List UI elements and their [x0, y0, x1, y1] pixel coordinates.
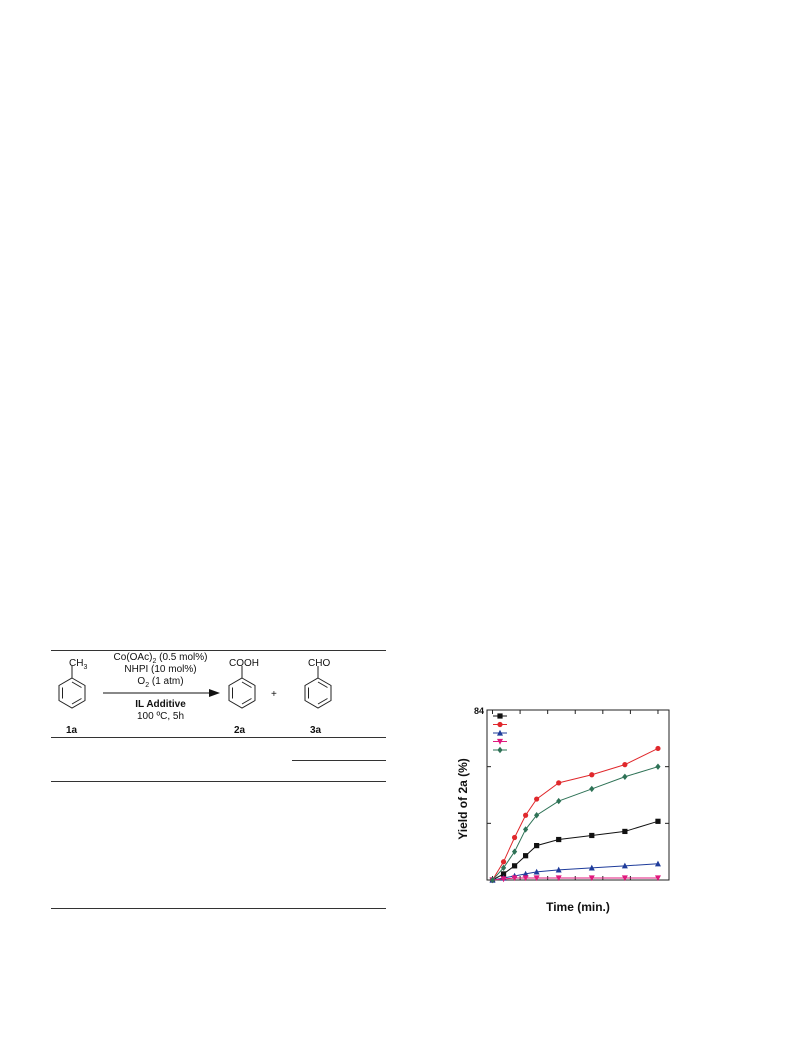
- legend-marker: [497, 729, 503, 736]
- series-3-point: [533, 868, 540, 875]
- x-axis-title: Time (min.): [546, 900, 610, 914]
- condition-nhpi: NHPI (10 mol%): [124, 664, 197, 675]
- legend-marker: [497, 721, 503, 728]
- series-4-point: [511, 875, 518, 882]
- legend-entry-4: [493, 738, 507, 745]
- condition-additive: IL Additive: [135, 699, 186, 710]
- reactant-substituent: CH3: [69, 658, 88, 671]
- product1-substituent: COOH: [229, 658, 259, 669]
- series-3-point: [555, 866, 562, 873]
- series-2-point: [622, 762, 628, 768]
- series-4-point: [555, 875, 562, 882]
- series-1-point: [589, 832, 595, 839]
- reactant-label: 1a: [66, 725, 78, 736]
- legend: [493, 713, 507, 754]
- series-2: [489, 745, 661, 883]
- series-3-point: [588, 864, 595, 871]
- legend-marker: [497, 713, 503, 719]
- series-3-point: [654, 860, 661, 867]
- benzaldehyde-ring: [304, 666, 332, 709]
- reaction-scheme: CH3 1a Co(OAc)2 (0.5 mol%) NHPI (10 mol%…: [51, 652, 386, 738]
- series-1-point: [556, 836, 562, 843]
- product2-substituent: CHO: [308, 658, 331, 669]
- table-body-rule: [51, 781, 386, 782]
- product2-label: 3a: [310, 725, 322, 736]
- legend-entry-5: [493, 746, 507, 754]
- series-1-point: [500, 871, 507, 877]
- axis-ticks: [487, 709, 669, 881]
- condition-temperature: 100 ºC, 5h: [136, 711, 185, 722]
- table-bottom-rule: [51, 908, 386, 909]
- series-2-point: [534, 796, 540, 802]
- series-3-point: [621, 862, 628, 869]
- product1-label: 2a: [234, 725, 246, 736]
- series-4: [489, 875, 661, 884]
- legend-entry-1: [493, 713, 507, 719]
- series-5-point: [489, 876, 496, 884]
- series-5-point: [622, 773, 628, 780]
- table-top-rule: [51, 650, 386, 651]
- series-4-point: [588, 875, 595, 882]
- series-2-line: [492, 748, 659, 881]
- y-tick-label-84: 84: [474, 706, 484, 716]
- condition-oxygen: O2 (1 atm): [137, 676, 184, 689]
- legend-entry-3: [493, 729, 507, 736]
- series-2-point: [511, 834, 518, 841]
- series-2-point: [500, 859, 507, 865]
- series-5-point: [655, 763, 661, 770]
- series-4-point: [522, 875, 529, 882]
- series-5-point: [556, 797, 562, 805]
- series-2-point: [589, 772, 595, 778]
- series-2-point: [655, 745, 661, 752]
- plus-sign: +: [271, 689, 277, 700]
- legend-entry-2: [493, 721, 507, 728]
- reaction-arrow: [103, 689, 220, 697]
- series-3: [489, 860, 661, 883]
- y-axis-title: Yield of 2a (%): [456, 758, 470, 840]
- series-1-point: [534, 842, 540, 849]
- series-1-point: [523, 853, 529, 859]
- toluene-ring: [58, 666, 86, 709]
- series-1-line: [492, 820, 659, 881]
- series-5-point: [589, 785, 595, 793]
- yield-chart: 84 Yield of 2a (%) Time (min.): [456, 706, 670, 914]
- series-1-point: [511, 863, 518, 869]
- benzoic-acid-ring: [228, 666, 256, 709]
- series-1-point: [622, 828, 628, 835]
- series-4-point: [500, 876, 507, 883]
- legend-marker: [497, 746, 503, 754]
- series-3-point: [522, 870, 529, 877]
- series-2-point: [523, 812, 529, 818]
- series-4-point: [533, 875, 540, 882]
- series-4-point: [621, 875, 628, 882]
- table-subheader-rule: [292, 760, 386, 761]
- series-2-point: [556, 780, 562, 786]
- series-layer: [489, 745, 661, 884]
- table-header-rule: [51, 737, 386, 738]
- series-1: [489, 818, 661, 883]
- plot-frame: [486, 709, 670, 881]
- legend-marker: [497, 738, 503, 745]
- series-1-point: [655, 818, 661, 824]
- series-4-point: [654, 875, 661, 882]
- condition-catalyst: Co(OAc)2 (0.5 mol%): [113, 652, 208, 665]
